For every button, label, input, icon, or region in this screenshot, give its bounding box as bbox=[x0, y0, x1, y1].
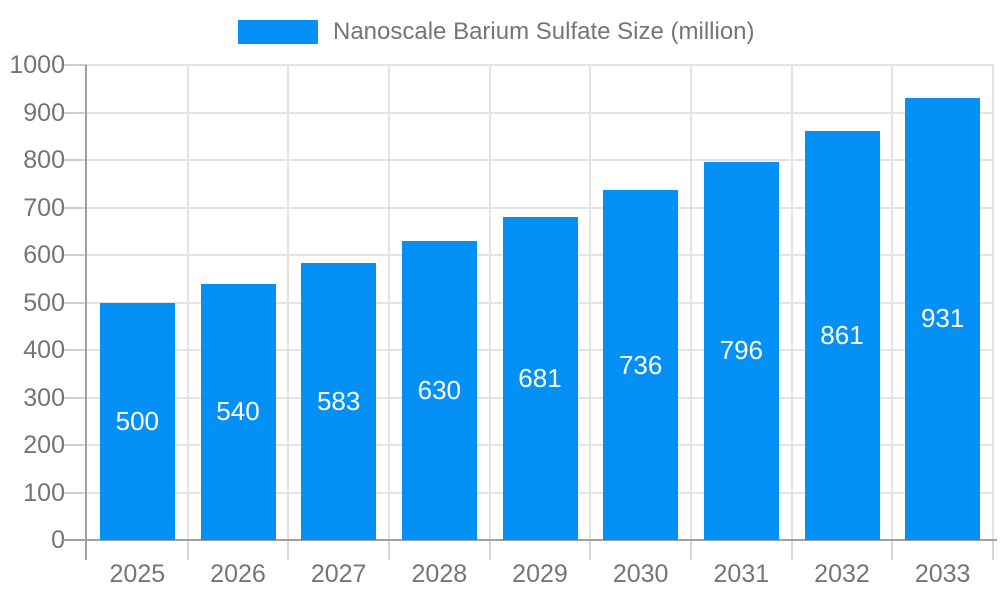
bar-value-label: 630 bbox=[417, 374, 462, 405]
bar-value-label: 861 bbox=[820, 320, 864, 350]
bar-value-label: 931 bbox=[920, 303, 965, 334]
y-axis-tick-label: 400 bbox=[23, 336, 65, 364]
bar-2026[interactable]: 540 bbox=[200, 283, 276, 540]
legend-label: Nanoscale Barium Sulfate Size (million) bbox=[333, 18, 755, 45]
y-axis-tick bbox=[63, 254, 87, 256]
x-axis-tick-label: 2025 bbox=[109, 560, 166, 588]
y-axis-tick-label: 900 bbox=[23, 98, 65, 127]
x-axis-line bbox=[63, 539, 997, 541]
y-gridline bbox=[87, 159, 993, 161]
legend-item[interactable]: Nanoscale Barium Sulfate Size (million) bbox=[238, 20, 755, 44]
x-gridline bbox=[690, 65, 692, 540]
bar-2028[interactable]: 630 bbox=[401, 240, 477, 540]
x-axis-tick bbox=[287, 540, 290, 560]
bar-2033[interactable]: 931 bbox=[905, 97, 981, 540]
y-axis-tick-label: 0 bbox=[51, 526, 65, 554]
x-axis-tick-label: 2027 bbox=[310, 560, 367, 588]
y-axis-tick-label: 700 bbox=[23, 193, 65, 222]
x-axis-tick bbox=[891, 540, 894, 560]
bar-2027[interactable]: 583 bbox=[301, 263, 377, 540]
y-axis-tick bbox=[63, 159, 87, 161]
y-axis-tick-label: 800 bbox=[23, 146, 65, 174]
x-axis-tick-label: 2031 bbox=[713, 560, 770, 588]
bar-2025[interactable]: 500 bbox=[99, 302, 175, 540]
x-gridline bbox=[488, 65, 491, 540]
legend-swatch bbox=[238, 20, 318, 44]
x-gridline bbox=[287, 65, 290, 540]
bar-value-label: 583 bbox=[316, 386, 361, 417]
y-axis-tick bbox=[63, 301, 87, 304]
bar-value-label: 681 bbox=[518, 362, 562, 393]
y-axis-tick-label: 600 bbox=[23, 241, 65, 269]
x-axis-tick-label: 2033 bbox=[914, 560, 971, 588]
y-axis-tick bbox=[63, 444, 87, 446]
x-gridline bbox=[891, 65, 894, 540]
y-axis-tick-label: 500 bbox=[23, 288, 65, 317]
bar-value-label: 540 bbox=[216, 396, 260, 427]
x-gridline bbox=[992, 65, 994, 540]
x-axis-tick-label: 2026 bbox=[210, 560, 266, 588]
x-gridline bbox=[790, 65, 793, 540]
y-axis-tick bbox=[63, 396, 87, 399]
y-gridline bbox=[87, 206, 993, 209]
y-axis-tick bbox=[63, 349, 87, 351]
y-axis-tick bbox=[63, 64, 87, 66]
x-axis-tick-label: 2028 bbox=[411, 560, 468, 588]
x-gridline bbox=[186, 65, 189, 540]
y-axis-tick-label: 100 bbox=[23, 478, 65, 507]
y-gridline bbox=[87, 111, 993, 114]
y-axis-tick-label: 200 bbox=[23, 431, 65, 459]
bar-2032[interactable]: 861 bbox=[804, 131, 880, 540]
y-axis-tick bbox=[63, 111, 87, 114]
x-axis-tick bbox=[186, 540, 189, 560]
x-axis-tick-label: 2030 bbox=[612, 560, 669, 588]
y-axis-tick-label: 300 bbox=[23, 383, 65, 412]
x-axis-tick bbox=[488, 540, 491, 560]
y-axis-tick-label: 1000 bbox=[9, 51, 65, 79]
x-axis-tick bbox=[388, 540, 390, 560]
y-axis-tick bbox=[63, 491, 87, 494]
bar-value-label: 500 bbox=[115, 405, 160, 436]
x-axis-tick bbox=[589, 540, 592, 560]
y-axis-line bbox=[85, 65, 87, 560]
x-axis-tick bbox=[790, 540, 793, 560]
y-gridline bbox=[87, 64, 993, 66]
bar-2030[interactable]: 736 bbox=[603, 190, 679, 540]
x-gridline bbox=[388, 65, 390, 540]
x-axis-tick bbox=[690, 540, 692, 560]
y-axis-tick bbox=[63, 206, 87, 209]
x-gridline bbox=[589, 65, 592, 540]
bar-2031[interactable]: 796 bbox=[703, 161, 779, 540]
bar-value-label: 796 bbox=[719, 335, 764, 366]
x-axis-tick-label: 2032 bbox=[814, 560, 870, 588]
x-axis-tick bbox=[992, 540, 994, 560]
bar-2029[interactable]: 681 bbox=[502, 216, 578, 540]
x-axis-tick-label: 2029 bbox=[512, 560, 568, 588]
bar-value-label: 736 bbox=[618, 349, 663, 380]
